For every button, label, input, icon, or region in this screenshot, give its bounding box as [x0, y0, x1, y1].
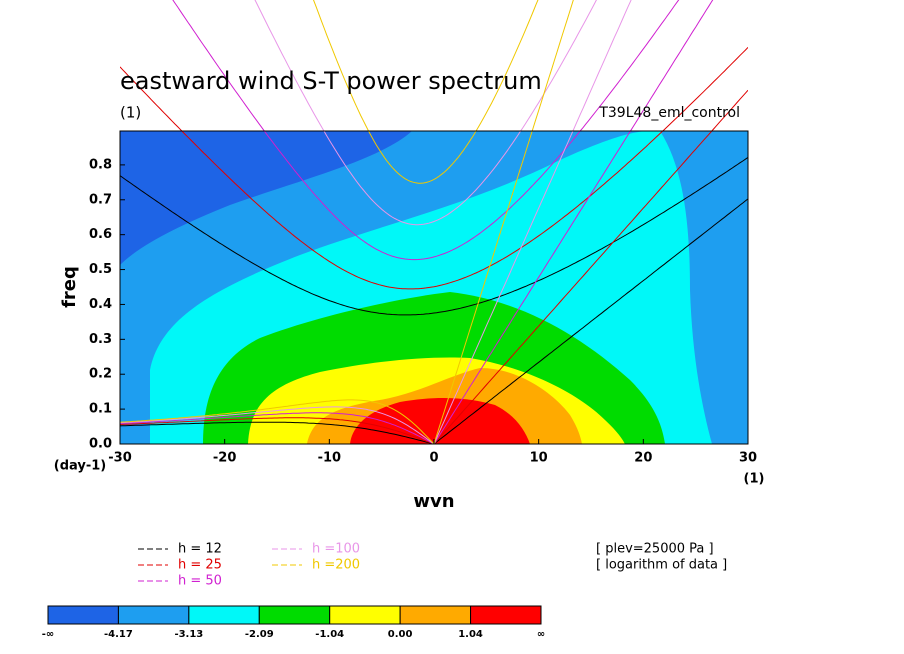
y-tick-label: 0.4 — [89, 297, 112, 312]
dispersion-curve — [433, 198, 748, 444]
colorbar-label: -2.09 — [245, 629, 274, 640]
colorbar-label: -3.13 — [174, 629, 203, 640]
x-tick-label: -30 — [108, 451, 132, 466]
y-tick-label: 0.1 — [89, 402, 112, 417]
x-tick-label: 20 — [634, 451, 652, 466]
dispersion-curve — [254, 0, 597, 226]
colorbar-label: -∞ — [42, 629, 54, 640]
dispersion-curve — [433, 0, 574, 444]
dispersion-curve — [120, 417, 435, 444]
legend-label: h = 25 — [178, 558, 222, 573]
run-name: T39L48_eml_control — [598, 105, 740, 121]
x-tick-label: 10 — [530, 451, 548, 466]
x-tick-label: 0 — [429, 451, 438, 466]
dispersion-curve — [433, 89, 748, 444]
x-axis-label: wvn — [413, 491, 454, 512]
legend-label: h =200 — [312, 558, 360, 573]
dispersion-curve — [120, 421, 435, 444]
colorbar-box — [399, 605, 472, 625]
contour-fill — [120, 131, 748, 444]
x-tick-label: -10 — [318, 451, 342, 466]
dispersion-curve — [172, 0, 680, 261]
colorbar-box — [188, 605, 260, 625]
y-axis-label: freq — [59, 266, 80, 308]
colorbar-box — [47, 605, 119, 625]
dispersion-curves — [120, 0, 748, 444]
colorbar-box — [117, 605, 190, 625]
legend-label: h = 50 — [178, 574, 222, 589]
dispersion-curve — [120, 399, 435, 444]
colorbar-label: 1.04 — [458, 629, 483, 640]
dispersion-curve — [120, 406, 435, 444]
y-tick-label: 0.0 — [89, 437, 112, 452]
chart-title: eastward wind S-T power spectrum — [120, 67, 542, 95]
dispersion-curve — [312, 0, 539, 184]
colorbar-label: 0.00 — [388, 629, 413, 640]
colorbar-label: -1.04 — [315, 629, 344, 640]
colorbar-label: ∞ — [537, 629, 545, 640]
legend-label: h =100 — [312, 542, 360, 557]
dispersion-curve — [120, 47, 748, 290]
contour-region — [120, 131, 412, 265]
colorbar-label: -4.17 — [104, 629, 133, 640]
x-tick-label: -20 — [213, 451, 237, 466]
note: [ logarithm of data ] — [596, 558, 727, 573]
subtitle: (1) — [120, 104, 141, 122]
dispersion-curve — [433, 0, 632, 444]
dispersion-curve — [433, 0, 714, 444]
y-tick-label: 0.7 — [89, 192, 112, 207]
y-tick-label: 0.6 — [89, 227, 112, 242]
x-unit: (1) — [744, 472, 765, 487]
y-tick-label: 0.5 — [89, 262, 112, 277]
colorbar-box — [470, 605, 542, 625]
y-tick-label: 0.3 — [89, 332, 112, 347]
y-tick-label: 0.2 — [89, 367, 112, 382]
colorbar-box — [258, 605, 331, 625]
dispersion-curve — [120, 412, 435, 444]
y-tick-label: 0.8 — [89, 157, 112, 172]
legend-label: h = 12 — [178, 542, 222, 557]
y-unit: (day-1) — [54, 459, 106, 474]
x-tick-label: 30 — [739, 451, 757, 466]
dispersion-curve — [120, 156, 748, 316]
note: [ plev=25000 Pa ] — [596, 542, 714, 557]
colorbar-box — [329, 605, 401, 625]
